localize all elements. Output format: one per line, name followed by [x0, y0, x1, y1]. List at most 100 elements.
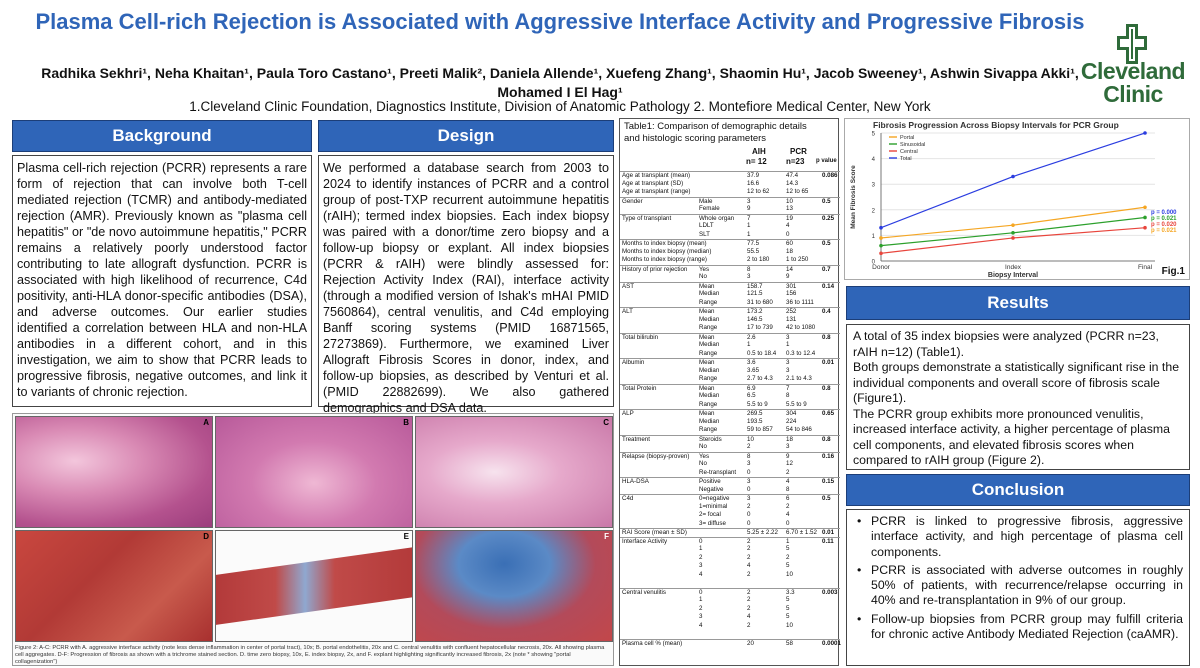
table-cell: 5 [786, 613, 790, 620]
table-cell: Positive [699, 478, 721, 485]
chart-title: Fibrosis Progression Across Biopsy Inter… [873, 120, 1119, 130]
table-cell: 9 [786, 273, 790, 280]
table-cell: 14 [786, 265, 793, 273]
table-cell: 3 [747, 273, 751, 280]
table-cell: 0 [747, 511, 751, 518]
table-cell: 2 to 180 [747, 256, 770, 263]
table-cell: Interface Activity [622, 537, 668, 545]
table-row: ALT Mean 173.2 252 0.4 [620, 307, 840, 316]
table-cell: 3.6 [747, 359, 756, 366]
table-cell: 77.5 [747, 240, 760, 247]
table-row: Range 0.5 to 18.4 0.3 to 12.4 [620, 350, 840, 359]
histology-figure: A B C D E F Figure 2: A-C: PCRR with A. … [12, 413, 614, 666]
table-cell: Mean [699, 410, 715, 417]
table-cell: 13 [786, 205, 793, 212]
table-cell: Months to index biopsy (range) [622, 256, 707, 263]
table-cell: Total bilirubin [622, 333, 659, 341]
results-paragraph: The PCRR group exhibits more pronounced … [853, 406, 1170, 468]
table-cell: 131 [786, 315, 797, 323]
panel-label: D [203, 532, 209, 541]
table-cell: Median [699, 417, 720, 425]
table-cell: 0 [786, 519, 790, 527]
col-aih: AIH [752, 147, 766, 156]
table-cell: 5.5 to 9 [747, 400, 768, 408]
table-row: LDLT 1 4 [620, 222, 840, 231]
col-pcr-n: n=23 [786, 157, 805, 166]
table-cell: 1 [786, 341, 790, 348]
y-tick-label: 4 [872, 157, 876, 163]
table-cell: Median [699, 392, 720, 399]
table-cell: 4 [747, 562, 751, 569]
table-cell: 4 [699, 621, 703, 629]
y-tick-label: 2 [872, 208, 876, 214]
table-cell: 2 [699, 553, 703, 561]
table-cell: 5.25 ± 2.22 [747, 529, 778, 536]
data-point-sinusoidal [1011, 231, 1015, 235]
figure1-chart: Fibrosis Progression Across Biopsy Inter… [844, 118, 1190, 280]
table-cell: 3 [747, 197, 751, 205]
table-cell: 9 [747, 205, 751, 212]
panel-label: F [604, 532, 609, 541]
table-cell: 2.1 to 4.3 [786, 375, 812, 382]
table-cell: 4 [699, 570, 703, 578]
table-cell: 3.65 [747, 366, 760, 374]
table-cell: 0.7 [822, 265, 831, 273]
cleveland-clinic-logo: Cleveland Clinic [1072, 14, 1194, 114]
table-cell: 0.8 [822, 333, 831, 341]
table-cell: 8 [747, 265, 751, 273]
design-heading: Design [318, 120, 614, 152]
table-row: Relapse (biopsy-proven) Yes 8 9 0.16 [620, 451, 840, 461]
table-cell: Age at transplant (SD) [622, 179, 684, 187]
table-cell: 1 [786, 537, 790, 545]
legend-label: Portal [900, 135, 914, 141]
figure2-caption: Figure 2: A-C: PCRR with A. aggressive i… [15, 645, 605, 665]
conclusion-heading: Conclusion [846, 474, 1190, 506]
table-cell: 3.3 [786, 588, 795, 596]
figure1-label: Fig.1 [1161, 266, 1185, 277]
histology-panel-c: C [415, 416, 613, 528]
table-cell: 0.3 to 12.4 [786, 349, 816, 357]
table-cell: 10 [786, 570, 793, 578]
table-cell: LDLT [699, 222, 714, 229]
table-cell: HLA-DSA [622, 478, 649, 485]
design-section: We performed a database search from 2003… [318, 155, 614, 415]
table-cell: 0.5 [822, 495, 831, 502]
table-cell: 0 [747, 519, 751, 527]
table-cell: Central venulitis [622, 588, 667, 596]
table-row: C4d 0=negative 3 6 0.5 [620, 494, 840, 503]
data-point-portal [879, 236, 883, 240]
table-cell: 18 [786, 435, 793, 443]
table-row: Female 9 13 [620, 205, 840, 214]
table-cell: 58 [786, 639, 793, 647]
table-cell: 146.5 [747, 315, 763, 323]
x-tick-label: Final [1138, 264, 1153, 271]
table-cell: 5 [786, 596, 790, 603]
table-cell: 2 [786, 553, 790, 561]
table-cell: 301 [786, 282, 797, 290]
table-row: Total Protein Mean 6.9 7 0.8 [620, 383, 840, 393]
legend-label: Sinusoidal [900, 142, 925, 148]
affiliations: 1.Cleveland Clinic Foundation, Diagnosti… [189, 99, 931, 114]
table-cell: 0 [747, 468, 751, 476]
table-cell: 3 [786, 359, 790, 366]
table-cell: 10 [747, 435, 754, 443]
table-cell: 2 [747, 588, 751, 596]
table-cell: 3 [786, 333, 790, 341]
table-row: 4 2 10 [620, 571, 840, 580]
table-cell: 2 [747, 553, 751, 561]
table-cell: Treatment [622, 435, 650, 443]
table-cell: 3 [699, 562, 703, 569]
table-cell: Mean [699, 384, 715, 392]
histology-panel-a: A [15, 416, 213, 528]
table-cell: 0.8 [822, 384, 831, 392]
table-cell: 3 [786, 366, 790, 374]
table-cell: 2 [786, 502, 790, 510]
table-cell: 3= diffuse [699, 519, 726, 527]
table-cell: 6.5 [747, 392, 756, 399]
table-row: Median 1 1 [620, 341, 840, 350]
table-cell: 2 [699, 604, 703, 612]
clinic-cross-icon [1117, 24, 1147, 64]
table-row: HLA-DSA Positive 3 4 0.15 [620, 477, 840, 486]
table-row: Range 5.5 to 9 5.5 to 9 [620, 401, 840, 410]
table-cell: 0=negative [699, 495, 730, 502]
